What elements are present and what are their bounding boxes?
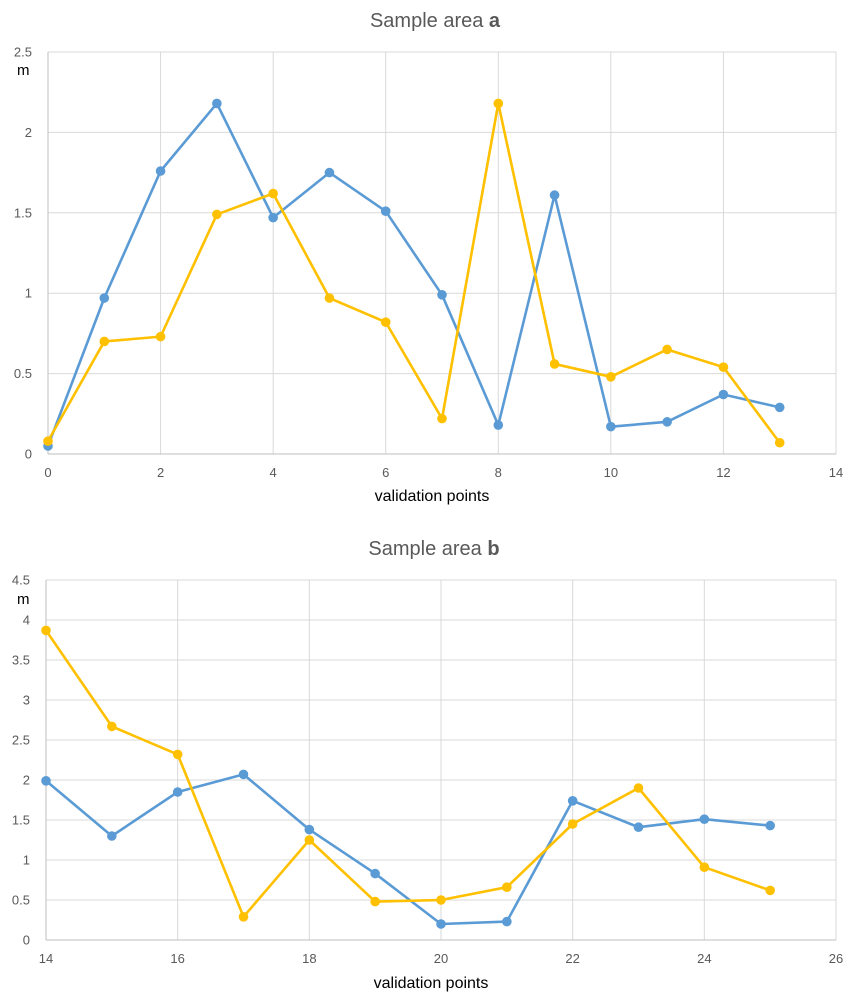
- series-2-point: [436, 895, 446, 905]
- series-2-point: [718, 362, 729, 372]
- x-tick-label: 14: [39, 951, 53, 966]
- series-2-point: [380, 317, 391, 327]
- x-axis-label: validation points: [375, 488, 490, 505]
- series-1-point: [212, 98, 222, 109]
- series-2-point: [370, 896, 380, 907]
- series-1-point: [549, 190, 560, 200]
- series-2-point: [172, 749, 183, 760]
- y-tick-label: 2: [25, 125, 32, 140]
- series-1-point: [774, 402, 785, 413]
- y-tick-label: 3: [23, 693, 30, 708]
- series-line-2: [44, 629, 771, 919]
- chart-title: Sample area a: [370, 10, 501, 32]
- x-tick-label: 2: [157, 465, 164, 480]
- y-tick-label: 4.5: [12, 573, 30, 588]
- x-axis-label: validation points: [374, 975, 489, 992]
- y-axis-label: m: [17, 62, 30, 79]
- series-1-point: [436, 919, 446, 929]
- y-tick-label: 2: [23, 773, 30, 788]
- x-tick-label: 22: [565, 951, 579, 966]
- series-line-2: [46, 102, 781, 444]
- series-2-point: [99, 336, 110, 347]
- series-1-point: [107, 831, 117, 841]
- x-tick-label: 8: [495, 465, 502, 480]
- y-tick-label: 1.5: [14, 205, 32, 220]
- series-1-point: [268, 212, 278, 223]
- series-2-point: [155, 331, 166, 342]
- x-tick-label: 18: [302, 951, 316, 966]
- series-1-point: [765, 820, 775, 831]
- series-2-point: [502, 882, 512, 892]
- series-2-point: [633, 783, 644, 793]
- series-line-1: [45, 773, 771, 926]
- series-1-point: [502, 916, 512, 927]
- series-1-point: [370, 868, 380, 879]
- series-1-point: [718, 389, 729, 400]
- x-tick-label: 10: [604, 465, 618, 480]
- series-2-point: [107, 721, 117, 732]
- x-tick-label: 0: [44, 465, 51, 480]
- y-tick-label: 0: [25, 447, 32, 462]
- y-tick-label: 4: [23, 613, 30, 628]
- series-1-point: [662, 417, 672, 427]
- y-axis-label: m: [17, 591, 30, 608]
- series-2-point: [567, 819, 578, 829]
- series-1-point: [567, 796, 578, 806]
- series-line-1: [46, 102, 781, 447]
- series-2-point: [268, 188, 278, 199]
- x-tick-label: 14: [829, 465, 843, 480]
- y-tick-label: 0.5: [12, 893, 30, 908]
- series-2-point: [765, 885, 775, 896]
- x-tick-label: 20: [434, 951, 448, 966]
- chart-title: Sample area b: [368, 538, 499, 560]
- y-tick-label: 2.5: [14, 45, 32, 60]
- series-1-point: [633, 822, 644, 832]
- series-2-point: [324, 293, 335, 303]
- y-tick-label: 0.5: [14, 366, 32, 381]
- x-tick-label: 24: [697, 951, 711, 966]
- series-2-point: [493, 98, 504, 109]
- series-2-point: [212, 209, 222, 220]
- series-2-point: [43, 436, 53, 446]
- chart-sample-area-b: Sample area b 0 0.5 1 1.5 2 2.5 3 3.5 4 4.5 14 16 18 2…: [12, 538, 843, 992]
- series-1-point: [324, 167, 335, 178]
- series-2-point: [238, 912, 249, 922]
- series-1-point: [172, 787, 183, 797]
- series-2-point: [699, 862, 710, 872]
- series-2-point: [606, 372, 616, 382]
- y-tick-label: 3.5: [12, 653, 30, 668]
- series-1-point: [99, 293, 110, 303]
- series-2-point: [774, 437, 785, 448]
- x-tick-label: 4: [270, 465, 277, 480]
- x-tick-label: 12: [716, 465, 730, 480]
- series-2-point: [662, 344, 672, 355]
- series-2-point: [549, 359, 560, 369]
- series-1-point: [699, 814, 710, 824]
- x-tick-label: 16: [170, 951, 184, 966]
- series-1-point: [606, 421, 616, 432]
- chart-sample-area-a: Sample area a 0 0.5 1 1.5 2 2.5 0 2 4 6 8 10 12 14 m val…: [14, 10, 843, 505]
- y-tick-label: 1: [23, 853, 30, 868]
- series-1-point: [437, 290, 447, 300]
- series-1-point: [238, 769, 249, 780]
- y-tick-label: 1: [25, 286, 32, 301]
- series-1-point: [155, 166, 166, 176]
- y-tick-label: 1.5: [12, 813, 30, 828]
- series-1-point: [304, 824, 315, 835]
- x-tick-label: 6: [382, 465, 389, 480]
- series-2-point: [304, 835, 315, 845]
- series-1-point: [493, 420, 504, 430]
- series-2-point: [437, 413, 447, 424]
- y-tick-label: 2.5: [12, 733, 30, 748]
- series-1-point: [380, 206, 391, 216]
- series-2-point: [41, 625, 51, 636]
- x-tick-label: 26: [829, 951, 843, 966]
- y-tick-label: 0: [23, 933, 30, 948]
- series-1-point: [41, 776, 51, 786]
